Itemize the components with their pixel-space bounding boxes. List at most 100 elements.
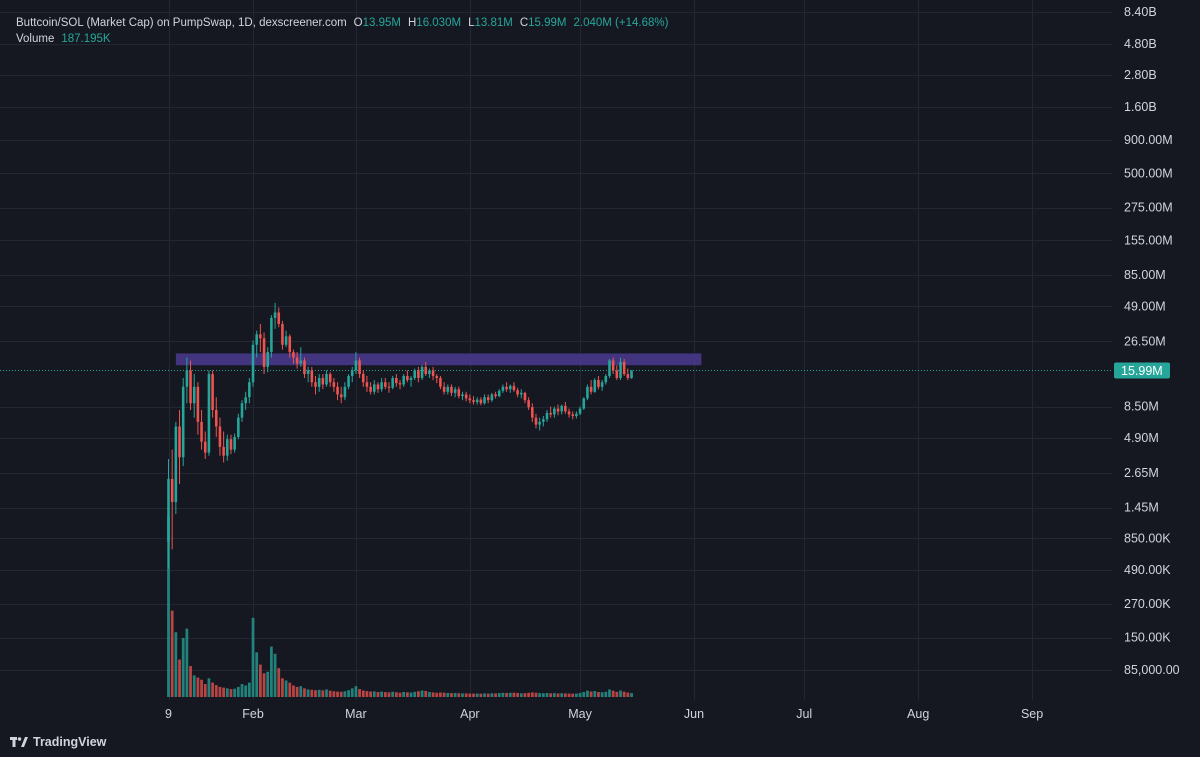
candle[interactable] — [549, 406, 552, 418]
candle[interactable] — [207, 370, 211, 456]
candle[interactable] — [442, 382, 446, 395]
candle[interactable] — [303, 357, 306, 378]
candle[interactable] — [361, 370, 365, 387]
candle[interactable] — [284, 330, 288, 348]
candle[interactable] — [461, 391, 464, 401]
candle[interactable] — [262, 332, 266, 375]
candle[interactable] — [582, 397, 586, 410]
candle[interactable] — [211, 370, 214, 418]
candle[interactable] — [299, 347, 303, 367]
candle[interactable] — [222, 431, 225, 463]
resistance-zone[interactable] — [175, 353, 702, 366]
candle[interactable] — [317, 374, 321, 392]
candle[interactable] — [237, 413, 240, 440]
candle[interactable] — [597, 375, 600, 390]
candle[interactable] — [391, 375, 394, 390]
candle[interactable] — [196, 382, 200, 435]
candle[interactable] — [229, 434, 233, 455]
candle[interactable] — [556, 404, 560, 416]
candle[interactable] — [310, 366, 314, 387]
candle[interactable] — [538, 417, 541, 431]
candle[interactable] — [571, 411, 575, 420]
candle[interactable] — [365, 375, 369, 392]
candle[interactable] — [306, 366, 310, 383]
candle[interactable] — [523, 391, 527, 404]
candle[interactable] — [457, 386, 461, 399]
candle[interactable] — [292, 349, 295, 364]
candle[interactable] — [218, 417, 222, 456]
candle[interactable] — [200, 410, 203, 450]
candle[interactable] — [450, 384, 453, 397]
candle[interactable] — [615, 365, 619, 381]
candle[interactable] — [251, 340, 255, 387]
candle[interactable] — [259, 323, 262, 353]
candle[interactable] — [505, 382, 508, 392]
candle[interactable] — [226, 434, 229, 461]
candle[interactable] — [417, 366, 420, 383]
candle[interactable] — [354, 352, 358, 375]
candle[interactable] — [508, 384, 512, 393]
candle[interactable] — [626, 368, 630, 381]
candle[interactable] — [446, 384, 450, 395]
candle[interactable] — [486, 394, 490, 404]
candle[interactable] — [273, 302, 277, 329]
candle[interactable] — [490, 392, 494, 402]
candle[interactable] — [534, 413, 538, 429]
candle[interactable] — [203, 431, 207, 459]
candle[interactable] — [431, 366, 435, 381]
candle[interactable] — [520, 389, 523, 399]
candle[interactable] — [233, 433, 236, 453]
candle[interactable] — [589, 380, 593, 395]
candle[interactable] — [181, 377, 185, 467]
candle[interactable] — [295, 352, 299, 369]
candle[interactable] — [321, 374, 325, 390]
candle[interactable] — [619, 357, 622, 381]
candle[interactable] — [483, 394, 486, 405]
candle[interactable] — [439, 375, 442, 390]
candle[interactable] — [575, 411, 578, 419]
candle[interactable] — [622, 359, 626, 376]
candle[interactable] — [255, 330, 258, 358]
candle[interactable] — [560, 404, 563, 415]
tradingview-brand[interactable]: TradingView — [10, 735, 106, 749]
candle[interactable] — [387, 382, 391, 393]
candle[interactable] — [185, 357, 189, 404]
candle[interactable] — [409, 375, 413, 387]
candle[interactable] — [167, 458, 170, 569]
candle[interactable] — [428, 368, 431, 378]
candle[interactable] — [343, 382, 347, 401]
candle[interactable] — [314, 375, 317, 395]
candle[interactable] — [192, 374, 196, 418]
candle[interactable] — [270, 315, 273, 358]
candle[interactable] — [174, 421, 178, 514]
candle[interactable] — [545, 410, 549, 422]
candle[interactable] — [350, 366, 354, 383]
candle[interactable] — [501, 384, 505, 393]
candle[interactable] — [497, 389, 501, 398]
candle[interactable] — [373, 380, 376, 395]
candle[interactable] — [468, 394, 472, 404]
candle[interactable] — [332, 377, 336, 392]
candle[interactable] — [567, 408, 571, 418]
candle[interactable] — [464, 391, 468, 402]
candle[interactable] — [475, 397, 479, 405]
candle[interactable] — [398, 380, 402, 390]
candle[interactable] — [578, 406, 582, 416]
candle[interactable] — [630, 370, 633, 379]
candle[interactable] — [413, 368, 416, 381]
candle[interactable] — [358, 357, 361, 378]
candle[interactable] — [527, 397, 530, 410]
candle[interactable] — [288, 334, 292, 358]
candle[interactable] — [281, 320, 284, 350]
candle[interactable] — [336, 382, 339, 401]
candle[interactable] — [479, 397, 483, 406]
candle[interactable] — [277, 307, 281, 328]
candle[interactable] — [244, 391, 247, 410]
candle[interactable] — [339, 386, 343, 404]
candle[interactable] — [542, 416, 545, 427]
candle[interactable] — [380, 377, 383, 392]
candle[interactable] — [516, 387, 519, 398]
candle[interactable] — [325, 370, 328, 387]
candle[interactable] — [347, 374, 350, 390]
